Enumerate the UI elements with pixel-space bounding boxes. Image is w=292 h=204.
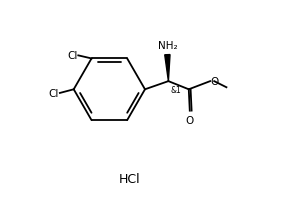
Text: O: O — [186, 116, 194, 125]
Text: Cl: Cl — [48, 89, 59, 99]
Text: &1: &1 — [171, 85, 182, 94]
Text: O: O — [211, 76, 219, 86]
Text: Cl: Cl — [67, 51, 77, 60]
Text: HCl: HCl — [119, 173, 140, 185]
Polygon shape — [165, 55, 170, 82]
Text: NH₂: NH₂ — [158, 41, 177, 51]
